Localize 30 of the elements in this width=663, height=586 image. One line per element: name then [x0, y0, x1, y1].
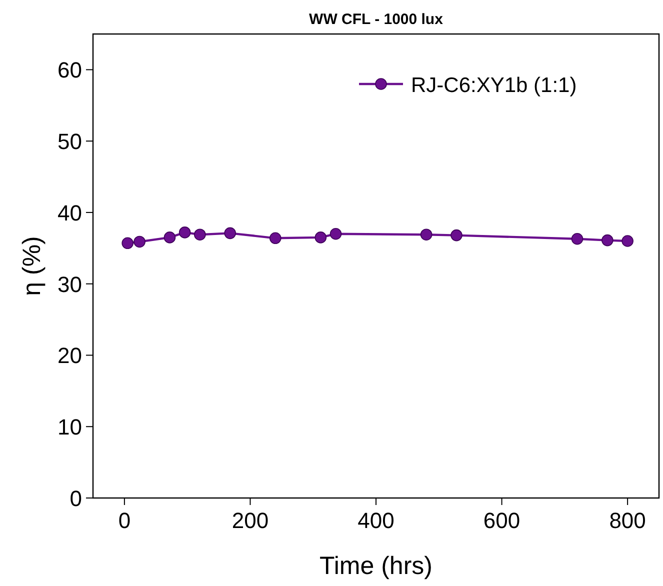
point [164, 232, 176, 244]
y-tick-label: 10 [58, 414, 82, 440]
point [178, 226, 191, 238]
point [420, 228, 432, 240]
y-tick-label: 40 [58, 200, 82, 226]
point [602, 234, 614, 246]
point [330, 228, 342, 240]
y-tick-label: 0 [70, 486, 82, 511]
x-tick-label: 400 [358, 508, 394, 533]
x-tick-label: 800 [609, 508, 646, 533]
point [269, 232, 282, 244]
chart-title: WW CFL - 1000 lux [309, 11, 444, 28]
x-axis-title: Time (hrs) [320, 552, 432, 580]
point [122, 237, 134, 250]
point [134, 236, 146, 248]
point [571, 232, 584, 245]
y-axis-title: η (%) [18, 236, 46, 296]
point [622, 235, 634, 247]
x-tick-label: 600 [483, 508, 520, 533]
x-tick-label: 0 [118, 508, 131, 533]
y-tick-label: 30 [58, 272, 82, 297]
point [194, 228, 206, 240]
y-tick-label: 50 [58, 129, 82, 154]
y-tick-label: 20 [58, 343, 82, 368]
point [224, 227, 236, 240]
x-tick-label: 200 [232, 508, 269, 533]
legend-label: RJ-C6:XY1b (1:1) [411, 74, 577, 97]
point [314, 232, 327, 244]
y-tick-label: 60 [58, 58, 82, 83]
point [450, 229, 462, 242]
